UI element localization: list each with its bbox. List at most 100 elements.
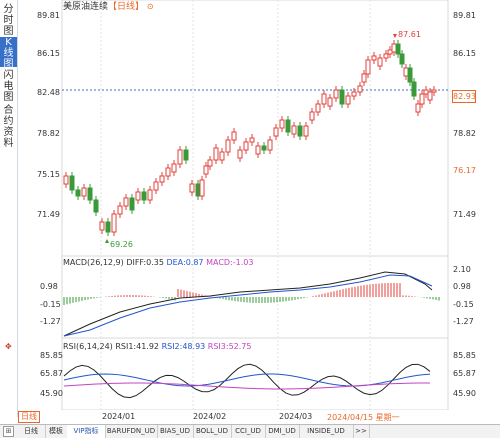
sidebar-item-contract[interactable]: 合约资料 (0, 105, 17, 149)
last-price-badge: 82.93 (452, 90, 476, 103)
candle-body (303, 125, 309, 137)
candle-body (159, 175, 165, 183)
rsi-tick-right: 45.90 (453, 389, 476, 398)
macd-value: MACD:-1.03 (206, 258, 254, 267)
candle-body (419, 93, 425, 105)
tab-dmi[interactable]: DMI_UD (265, 425, 300, 438)
price-tick-left: 78.82 (37, 129, 60, 138)
candle-body (365, 59, 371, 75)
time-label: 2024/02 (193, 412, 227, 421)
candle-body (123, 197, 129, 207)
sidebar-item-kline[interactable]: K线图 (0, 37, 17, 70)
tab-inside[interactable]: INSIDE_UD (299, 425, 354, 438)
time-label: 2024/01 (102, 412, 136, 421)
chart-title: 美原油连续【日线】 ⊙ (63, 2, 154, 12)
candle-body (261, 145, 267, 151)
tab-barufdn[interactable]: BARUFDN_UD (105, 425, 158, 438)
macd-dea-line (63, 274, 433, 337)
macd-diff: DIFF:0.35 (126, 258, 164, 267)
candle-body (243, 141, 249, 151)
low-marker: 69.26 (105, 239, 133, 249)
expand-icon[interactable]: ⊞ (3, 426, 14, 437)
candle-body (431, 89, 437, 93)
candle-body (219, 151, 225, 161)
rsi-tick-right: 65.87 (453, 369, 476, 378)
candle-body (249, 137, 255, 143)
candle-body (81, 187, 87, 197)
tab-template[interactable]: 模板 (45, 425, 68, 438)
time-axis: 2024/01 2024/02 2024/03 2024/04/15 星期一 (17, 410, 500, 423)
candle-body (371, 55, 377, 61)
candle-body (237, 149, 243, 159)
info-icon[interactable]: ⊙ (146, 2, 154, 11)
price-tick-left: 71.49 (37, 210, 60, 219)
period-label[interactable]: 【日线】 (108, 2, 145, 12)
period-button[interactable]: 日线 (18, 411, 40, 423)
candle-body (327, 97, 333, 107)
candle-body (111, 213, 117, 233)
price-tick-left: 75.15 (37, 170, 60, 179)
macd-diff-line (63, 271, 433, 337)
rsi-name[interactable]: RSI(6,14,24) (63, 342, 113, 351)
rsi-group (63, 363, 431, 399)
candle-body (99, 221, 105, 231)
crosshair-icon[interactable]: ✥ (5, 342, 12, 351)
candle-body (407, 67, 413, 83)
tab-more[interactable]: >> (353, 425, 370, 438)
candle-body (141, 191, 147, 201)
candle-body (225, 139, 231, 153)
candle-body (297, 125, 303, 137)
candle-body (135, 191, 141, 201)
candle-body (75, 189, 81, 197)
sidebar-item-flash[interactable]: 闪电图 (0, 70, 17, 103)
sidebar-item-label: 闪电图 (3, 70, 14, 103)
candle-body (345, 95, 351, 105)
candle-body (203, 165, 209, 175)
tab-vip-indicator[interactable]: VIP指标 (67, 425, 106, 438)
price-tick-right: 89.81 (453, 11, 476, 20)
candle-body (63, 175, 69, 185)
macd-panel (61, 255, 449, 339)
tab-bias[interactable]: BIAS_UD (157, 425, 194, 438)
tab-boll[interactable]: BOLL_UD (193, 425, 232, 438)
candle-body (415, 103, 421, 113)
sidebar-item-timeshare[interactable]: 分时图 (0, 4, 17, 37)
candle-body (87, 187, 93, 201)
rsi-tick-left: 65.87 (40, 369, 63, 378)
candle-body (321, 93, 327, 105)
candle-body (195, 183, 201, 197)
rsi1-value: RSI1:41.92 (115, 342, 160, 351)
time-label: 2024/03 (279, 412, 313, 421)
candle-body (117, 205, 123, 215)
price-tick-highlight: 76.17 (453, 166, 476, 175)
price-tick-right: 86.15 (453, 49, 476, 58)
tab-cci[interactable]: CCI_UD (231, 425, 266, 438)
candle-body (423, 89, 429, 95)
macd-dea: DEA:0.87 (166, 258, 204, 267)
candle-body (199, 179, 205, 197)
rsi-tick-left: 45.90 (40, 389, 63, 398)
candle-body (399, 53, 405, 65)
kline-chart[interactable]: 87.61 69.26 (17, 0, 500, 410)
candle-body (285, 119, 291, 133)
candle-body (357, 85, 363, 93)
rsi-tick-left: 85.85 (40, 351, 63, 360)
high-marker: 87.61 (393, 30, 421, 39)
macd-tick-left: -1.27 (40, 317, 61, 326)
candle-body (279, 119, 285, 129)
candle-body (403, 67, 409, 77)
macd-name[interactable]: MACD(26,12,9) (63, 258, 124, 267)
rsi-tick-right: 85.85 (453, 351, 476, 360)
sidebar-item-label: K线图 (3, 37, 14, 70)
candle-body (189, 183, 195, 193)
sidebar-item-label: 合约资料 (3, 105, 14, 149)
candle-body (153, 181, 159, 191)
tab-daily[interactable]: 日线 (17, 425, 46, 438)
candle-body (105, 221, 111, 233)
candle-body (395, 43, 401, 55)
candle-body (411, 81, 417, 97)
macd-tick-right: -1.27 (453, 317, 474, 326)
candles-group (63, 40, 437, 236)
view-sidebar: 分时图 K线图 闪电图 合约资料 (0, 0, 18, 417)
candle-body (93, 199, 99, 213)
